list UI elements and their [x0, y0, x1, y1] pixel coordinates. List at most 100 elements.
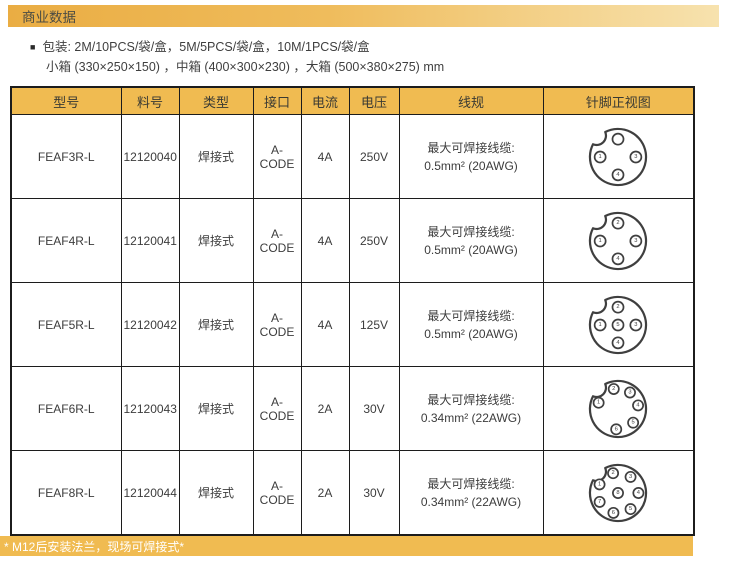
wire-gauge-line: 最大可焊接线缆:	[427, 476, 515, 491]
pin-number: 8	[617, 490, 620, 496]
pin-hole	[627, 416, 640, 429]
pin-hole	[624, 386, 637, 398]
wire-gauge-cell: 最大可焊接线缆: 0.34mm² (22AWG)	[398, 450, 544, 536]
pin-hole	[593, 495, 606, 508]
section-title: 商业数据	[22, 10, 76, 25]
footer-note: * M12后安装法兰，现场可焊接式*	[4, 539, 185, 554]
type-cell: 焊接式	[178, 366, 254, 451]
pin-hole	[607, 506, 620, 519]
table-header-row: 型号 料号 类型 接口 电流 电压 线规 针脚正视图	[10, 86, 695, 115]
pin-hole	[611, 251, 625, 265]
interface-cell: A-CODE	[252, 198, 302, 283]
voltage-cell: 250V	[348, 198, 400, 283]
column-header-1: 料号	[120, 86, 180, 115]
column-header-2: 类型	[178, 86, 254, 115]
pin-hole	[632, 398, 645, 411]
pin-front-view-diagram: 2 1 3 4	[589, 211, 648, 270]
current-cell: 4A	[300, 282, 350, 367]
pin-hole	[593, 477, 606, 490]
wire-gauge-line: 0.34mm² (22AWG)	[420, 494, 522, 509]
pin-number: 3	[634, 322, 637, 328]
footer-note-bar: * M12后安装法兰，现场可焊接式*	[0, 536, 693, 556]
part-number-cell: 12120044	[120, 450, 180, 536]
part-number-cell: 12120040	[120, 114, 180, 199]
wire-gauge-line: 0.5mm² (20AWG)	[424, 326, 518, 341]
type-cell: 焊接式	[178, 198, 254, 283]
section-header-bar: 商业数据	[8, 5, 719, 27]
table-body: FEAF3R-L 12120040 焊接式 A-CODE 4A 250V 最大可焊接线缆: 0…	[10, 114, 695, 536]
wire-gauge-cell: 最大可焊接线缆: 0.5mm² (20AWG)	[398, 198, 544, 283]
pin-hole	[607, 466, 620, 479]
wire-gauge-line: 0.5mm² (20AWG)	[424, 242, 518, 257]
model-cell: FEAF8R-L	[10, 450, 122, 536]
table-row: FEAF5R-L 12120042 焊接式 A-CODE 4A 125V 最大可焊接线缆: 0…	[10, 282, 695, 367]
table-row: FEAF4R-L 12120041 焊接式 A-CODE 4A 250V 最大可焊接线缆: 0…	[10, 198, 695, 283]
pin-number: 5	[632, 419, 635, 425]
pin-number: 2	[617, 304, 620, 310]
spec-table: 型号 料号 类型 接口 电流 电压 线规 针脚正视图 FEAF3R-L 12120040 焊接式 A…	[10, 86, 695, 536]
wire-gauge-line: 最大可焊接线缆:	[427, 392, 515, 407]
pin-hole	[629, 234, 643, 247]
pin-number: 1	[598, 481, 601, 487]
column-header-6: 线规	[398, 86, 544, 115]
pin-hole	[592, 396, 605, 409]
pin-number: 6	[612, 509, 615, 515]
bullet-square-icon: ■	[30, 42, 36, 52]
wire-gauge-cell: 最大可焊接线缆: 0.34mm² (22AWG)	[398, 366, 544, 451]
current-cell: 4A	[300, 114, 350, 199]
model-cell: FEAF4R-L	[10, 198, 122, 283]
pin-number: 1	[599, 322, 602, 328]
type-cell: 焊接式	[178, 114, 254, 199]
column-header-7: 针脚正视图	[542, 86, 695, 115]
pin-number: 4	[637, 490, 641, 496]
pin-number: 2	[612, 386, 615, 392]
pin-number: 2	[612, 470, 615, 476]
current-cell: 2A	[300, 450, 350, 536]
pin-number: 5	[629, 506, 632, 512]
model-cell: FEAF5R-L	[10, 282, 122, 367]
column-header-4: 电流	[300, 86, 350, 115]
pin-hole	[624, 502, 637, 515]
table-row: FEAF8R-L 12120044 焊接式 A-CODE 2A 30V 最大可焊接线缆: 0.…	[10, 450, 695, 536]
type-cell: 焊接式	[178, 282, 254, 367]
pin-number: 1	[597, 399, 600, 405]
pin-hole	[629, 150, 643, 163]
interface-cell: A-CODE	[252, 114, 302, 199]
pin-hole	[632, 486, 645, 499]
wire-gauge-line: 0.5mm² (20AWG)	[424, 158, 518, 173]
pin-diagram-cell: 1 2 3 4 5 6	[542, 366, 695, 451]
pin-hole	[594, 318, 607, 331]
pin-number: 3	[629, 473, 632, 479]
pin-hole	[611, 335, 625, 349]
type-cell: 焊接式	[178, 450, 254, 536]
pin-diagram-cell: 2 1 5 3 4	[542, 282, 695, 367]
pin-number: 2	[617, 220, 620, 226]
wire-gauge-cell: 最大可焊接线缆: 0.5mm² (20AWG)	[398, 114, 544, 199]
pin-number: 6	[615, 426, 618, 432]
pin-hole	[611, 318, 625, 331]
column-header-5: 电压	[348, 86, 400, 115]
pin-diagram-cell: 1 2 3 4 5 6 7 8	[542, 450, 695, 536]
pin-number: 4	[617, 171, 621, 177]
page: 商业数据 ■ 包装: 2M/10PCS/袋/盒，5M/5PCS/袋/盒，10M/…	[0, 5, 729, 556]
table-row: FEAF6R-L 12120043 焊接式 A-CODE 2A 30V 最大可焊接线缆: 0.…	[10, 366, 695, 451]
model-cell: FEAF6R-L	[10, 366, 122, 451]
pin-hole	[611, 167, 625, 181]
current-cell: 2A	[300, 366, 350, 451]
pin-number: 4	[637, 402, 641, 408]
pin-number: 7	[598, 498, 601, 504]
voltage-cell: 125V	[348, 282, 400, 367]
voltage-cell: 250V	[348, 114, 400, 199]
wire-gauge-line: 最大可焊接线缆:	[427, 140, 515, 155]
pin-number: 3	[629, 389, 632, 395]
pin-hole	[594, 234, 607, 247]
pin-hole	[608, 382, 620, 395]
current-cell: 4A	[300, 198, 350, 283]
pin-hole	[612, 486, 625, 499]
part-number-cell: 12120041	[120, 198, 180, 283]
voltage-cell: 30V	[348, 450, 400, 536]
pin-front-view-diagram: 1 2 3 4 5 6 7 8	[589, 463, 648, 522]
pin-hole	[611, 216, 625, 230]
pin-number: 4	[617, 255, 621, 261]
part-number-cell: 12120043	[120, 366, 180, 451]
